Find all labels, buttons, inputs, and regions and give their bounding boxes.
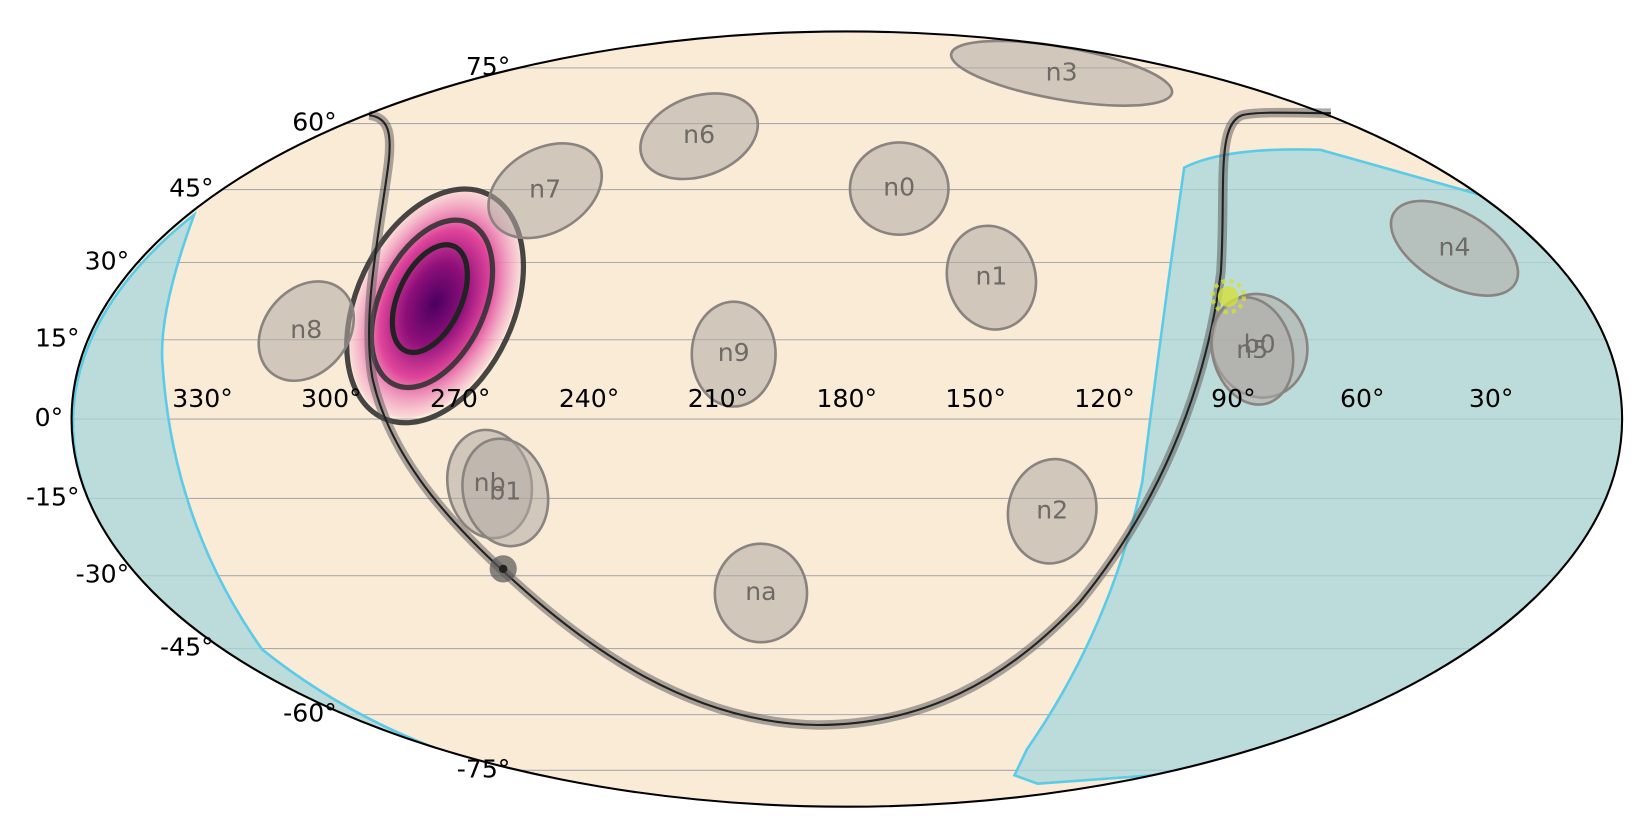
detector-label: na [745, 577, 776, 606]
detector-pointing [1389, 199, 1520, 297]
detector-pointing [487, 142, 604, 240]
sky-border [70, 30, 1624, 808]
detector-label: n8 [290, 315, 322, 344]
detector-label: n7 [529, 175, 561, 204]
longitude-label: 90° [1211, 384, 1256, 413]
longitude-label: 300° [301, 384, 362, 413]
galactic-center-dot [499, 564, 508, 574]
longitude-label: 30° [1469, 384, 1514, 413]
probability-map [349, 190, 521, 418]
detector-pointing [639, 92, 760, 181]
detector-label: b0 [1244, 330, 1276, 359]
longitude-label: 120° [1074, 384, 1135, 413]
detector-label: nb [474, 468, 506, 497]
latitude-label: -60° [283, 699, 337, 728]
detector-label: n9 [718, 338, 750, 367]
detector-pointing [713, 542, 809, 644]
detector-label: n3 [1046, 57, 1078, 86]
latitude-label: 45° [169, 174, 214, 203]
detector-label: n4 [1439, 232, 1471, 261]
latitude-label: 60° [292, 108, 337, 137]
detector-pointing [257, 280, 356, 383]
longitude-label: 60° [1340, 384, 1385, 413]
detector-label: n6 [683, 120, 715, 149]
latitude-label: 15° [35, 324, 80, 353]
longitude-label: 270° [430, 384, 491, 413]
detector-pointing [848, 141, 950, 236]
sun-disk [1217, 286, 1239, 307]
probability-contours [344, 186, 527, 426]
latitude-label: 75° [466, 52, 511, 81]
detector-label: n1 [975, 262, 1007, 291]
galactic-plane [367, 111, 1331, 727]
sun [1210, 278, 1247, 315]
longitude-label: 150° [945, 384, 1006, 413]
contour [389, 242, 470, 356]
contour [368, 217, 496, 391]
detector-pointing [690, 300, 777, 408]
detector-label: n0 [883, 173, 915, 202]
latitude-label: -45° [160, 633, 214, 662]
longitude-label: 180° [817, 384, 878, 413]
detector-pointing [945, 224, 1038, 331]
detector-pointing [1006, 457, 1098, 565]
longitude-label: 240° [559, 384, 620, 413]
axis-labels: 330° 300° 270° 240° 210° 180° 150° 120° 90° 60° 30… [26, 52, 1513, 783]
sun-rays [1210, 278, 1247, 315]
longitude-label: 330° [172, 384, 233, 413]
detector-label: n2 [1036, 495, 1068, 524]
detector-pointing [461, 437, 550, 548]
detector-label: b1 [489, 476, 521, 505]
latitude-label: -15° [26, 482, 80, 511]
longitude-label: 210° [688, 384, 749, 413]
detector-label: n5 [1236, 335, 1268, 364]
latitude-label: -30° [76, 560, 130, 589]
latitude-label: -75° [457, 754, 511, 783]
latitude-label: 30° [85, 246, 130, 275]
latitude-label: 0° [35, 403, 64, 432]
